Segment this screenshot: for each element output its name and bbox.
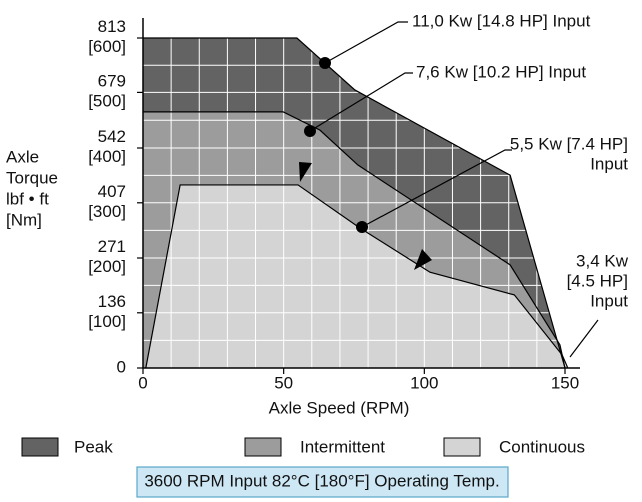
arrow bbox=[414, 249, 432, 270]
annotation: 5,5 Kw [7.4 HP] bbox=[510, 134, 628, 153]
y-tick-label-line: 679 bbox=[98, 72, 126, 91]
y-tick-label: 542 [400] bbox=[88, 127, 126, 166]
y-tick-label-line: [600] bbox=[88, 37, 126, 56]
y-tick-label-line: 407 bbox=[98, 182, 126, 201]
annotation: 3,4 Kw bbox=[576, 251, 629, 270]
y-tick-label: 679 [500] bbox=[88, 72, 126, 111]
annotations: 11,0 Kw [14.8 HP] Input 7,6 Kw [10.2 HP] … bbox=[412, 11, 629, 310]
legend-label: Peak bbox=[74, 437, 113, 456]
outlines bbox=[143, 37, 569, 369]
y-tick-label-line: 271 bbox=[98, 237, 126, 256]
y-tick-label: 0 bbox=[117, 357, 126, 376]
footer-box bbox=[136, 466, 509, 498]
x-axis-label: Axle Speed (RPM) bbox=[269, 398, 410, 417]
y-tick-label-line: [200] bbox=[88, 257, 126, 276]
y-tick-label-line: [400] bbox=[88, 147, 126, 166]
legend-label: Intermittent bbox=[300, 437, 385, 456]
y-tick-label-line: [500] bbox=[88, 92, 126, 111]
y-tick-label-line: 813 bbox=[98, 17, 126, 36]
legend-swatch bbox=[21, 437, 59, 457]
annotation: [4.5 HP] bbox=[567, 271, 628, 290]
annotation: Input bbox=[590, 291, 628, 310]
y-axis-label: Axle bbox=[6, 147, 39, 166]
legend: Peak Intermittent Continuous bbox=[21, 437, 585, 457]
legend-swatch bbox=[244, 437, 282, 457]
leader bbox=[309, 72, 413, 132]
y-tick-label: 271 [200] bbox=[88, 237, 126, 276]
area-outline bbox=[143, 111, 566, 369]
leader bbox=[324, 21, 408, 64]
annotation: 11,0 Kw [14.8 HP] Input bbox=[412, 11, 591, 30]
dot bbox=[356, 221, 368, 233]
y-axis-label: Torque bbox=[6, 168, 58, 187]
axes: 0 50 100 150 Axle Speed (RPM) 0 136 [100] 271 [20… bbox=[6, 17, 580, 417]
y-tick-label-line: [100] bbox=[88, 312, 126, 331]
y-tick-label-line: [300] bbox=[88, 202, 126, 221]
y-axis-label: [Nm] bbox=[6, 210, 42, 229]
area-outline bbox=[143, 37, 566, 369]
annotation: Input bbox=[590, 154, 628, 173]
arrow bbox=[299, 162, 312, 182]
y-tick-label-line: 136 bbox=[98, 292, 126, 311]
legend-label: Continuous bbox=[499, 437, 585, 456]
legend-swatch bbox=[443, 437, 481, 457]
leader bbox=[361, 149, 512, 228]
x-tick-label: 0 bbox=[138, 373, 147, 392]
area-outline bbox=[145, 184, 569, 369]
y-tick-label: 136 [100] bbox=[88, 292, 126, 331]
x-tick-label: 100 bbox=[410, 373, 438, 392]
x-tick-label: 50 bbox=[274, 373, 293, 392]
annotation: 7,6 Kw [10.2 HP] Input bbox=[416, 62, 586, 81]
annotation-leaders bbox=[309, 21, 599, 358]
annotation-dots bbox=[299, 57, 432, 270]
y-tick-label: 813 [600] bbox=[88, 17, 126, 56]
leader bbox=[569, 319, 599, 358]
x-tick-label: 150 bbox=[551, 373, 579, 392]
dot bbox=[319, 57, 331, 69]
dot bbox=[304, 125, 316, 137]
y-tick-label: 407 [300] bbox=[88, 182, 126, 221]
y-tick-label-line: 542 bbox=[98, 127, 126, 146]
y-axis-label: lbf • ft bbox=[6, 189, 49, 208]
footer: 3600 RPM Input 82°C [180°F] Operating Te… bbox=[144, 471, 499, 490]
